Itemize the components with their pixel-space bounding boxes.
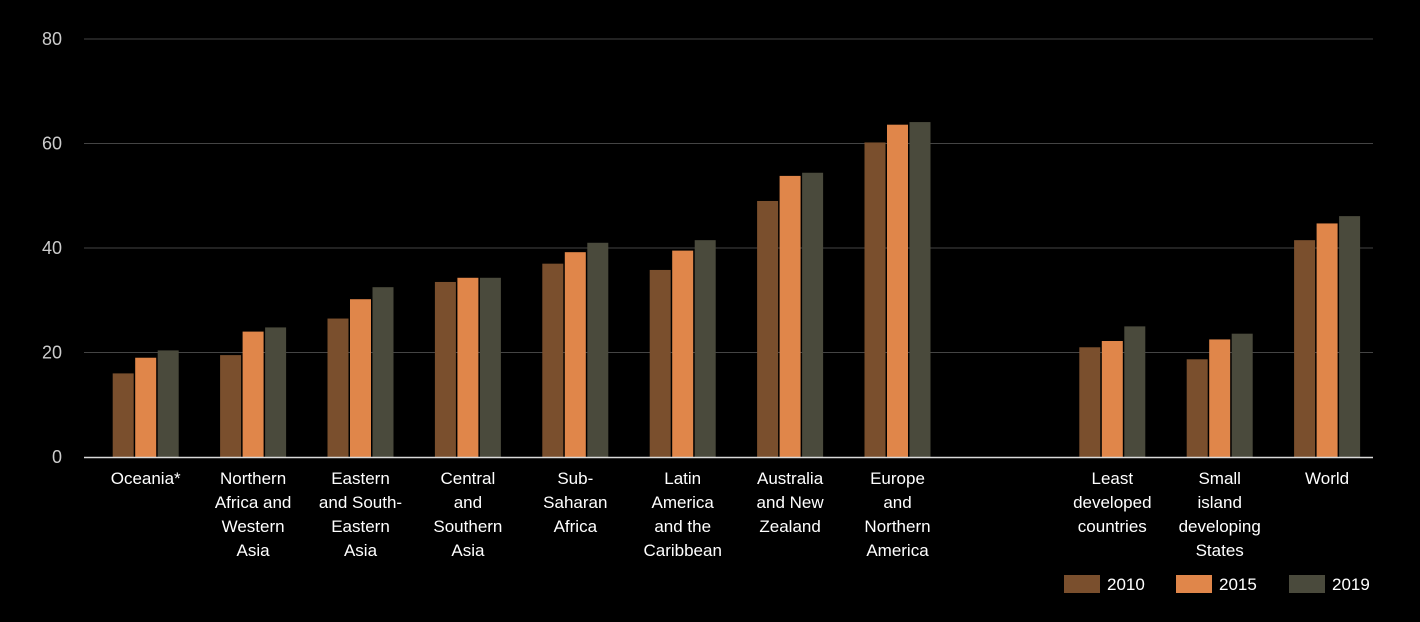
bar [1339,216,1361,457]
legend-swatch [1176,575,1212,593]
y-tick-label: 20 [42,343,62,363]
bar [672,250,694,457]
legend-swatch [1289,575,1325,593]
bar [112,373,134,457]
y-tick-label: 40 [42,238,62,258]
bar [1209,339,1231,457]
bar [909,122,931,457]
legend-swatch [1064,575,1100,593]
y-tick-label: 60 [42,134,62,154]
bar [887,124,908,457]
x-tick-label: Small island developing States [1179,469,1261,560]
legend: 2010 2015 2019 [1064,575,1370,594]
x-tick-label: World [1305,469,1349,488]
x-tick-label: Australia and New Zealand [757,469,825,536]
x-axis-labels: Oceania* Northern Africa and Western Asia Eas… [111,469,1349,560]
bar [1101,341,1123,457]
bar [1079,347,1101,457]
bar [220,355,242,457]
bar [372,287,394,457]
bar [1294,240,1316,457]
bar [457,277,479,457]
bar [327,318,349,457]
bar [757,200,779,457]
bar [265,327,287,457]
bar [1316,223,1338,457]
bar [564,252,586,457]
bars [112,122,1361,457]
bar [694,240,716,457]
bar [587,242,609,457]
bar [479,277,501,457]
y-axis-ticks: 0 20 40 60 80 [42,29,62,467]
legend-label: 2015 [1219,575,1257,594]
bar [1231,333,1253,457]
legend-label: 2019 [1332,575,1370,594]
bar [542,263,564,457]
x-tick-label: Latin America and the Caribbean [643,469,721,560]
bar [802,172,824,457]
x-tick-label: Sub-Saharan Africa [543,469,607,536]
x-tick-label: Northern Africa and Western Asia [215,469,292,560]
x-tick-label: Least developed countries [1073,469,1151,536]
bar [242,331,264,457]
bar [157,350,179,457]
gridlines [84,38,1373,353]
bar [864,142,886,457]
bar [779,175,801,457]
x-tick-label: Oceania* [111,469,181,488]
x-tick-label: Central and Southern Asia [433,469,502,560]
x-tick-label: Eastern and South-Eastern Asia [319,469,402,560]
bar [1186,359,1208,457]
y-tick-label: 80 [42,29,62,49]
legend-label: 2010 [1107,575,1145,594]
bar [135,357,157,457]
bar [350,299,371,457]
bar [649,269,671,457]
x-tick-label: Europe and Northern America [864,469,930,560]
bar [1124,326,1146,457]
y-tick-label: 0 [52,447,62,467]
bar [434,281,456,457]
